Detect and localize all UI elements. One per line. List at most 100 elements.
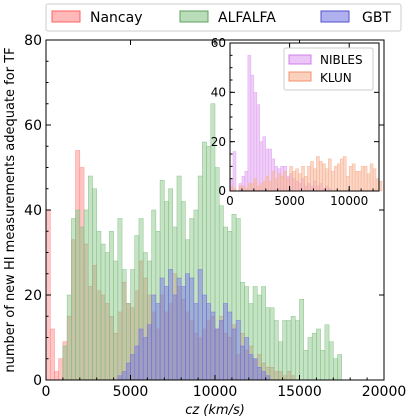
main-plot-area: 0 5000 10000 15000 20000 0 20 40 60 80 — [24, 33, 406, 400]
bar-nancay-2 — [54, 371, 59, 381]
x-tick-label-0: 0 — [226, 194, 234, 208]
bar-gbt-27 — [159, 277, 165, 381]
bar-gbt-24 — [147, 324, 152, 381]
y-tick-label-60: 60 — [211, 36, 226, 50]
bar-klun-9 — [256, 185, 261, 192]
bar-klun-36 — [337, 163, 341, 192]
inset-legend-swatch-nibles — [288, 54, 312, 65]
bar-gbt-35 — [193, 303, 199, 381]
bar-gbt-28 — [164, 286, 169, 381]
legend-swatch-nancay — [51, 10, 81, 23]
bar-klun-33 — [328, 158, 332, 192]
bar-alfalfa-10 — [88, 175, 93, 381]
bar-alfalfa-6 — [71, 218, 76, 381]
bar-alfalfa-65 — [320, 350, 326, 381]
y-tick-label-20: 20 — [24, 288, 42, 304]
legend-swatch-gbt — [320, 10, 350, 23]
bar-nancay-1 — [49, 328, 55, 381]
bar-klun-27 — [310, 161, 314, 192]
bar-alfalfa-67 — [328, 341, 334, 381]
bar-klun-31 — [322, 163, 326, 192]
bar-gbt-48 — [248, 354, 254, 381]
bar-alfalfa-57 — [286, 320, 292, 381]
bar-gbt-19 — [126, 362, 131, 381]
bar-alfalfa-58 — [290, 316, 296, 381]
bar-klun-18 — [283, 171, 287, 192]
bar-gbt-39 — [210, 311, 216, 381]
bar-alfalfa-15 — [109, 231, 114, 381]
bar-klun-29 — [316, 156, 320, 192]
bar-alfalfa-61 — [303, 350, 309, 381]
bar-klun-16 — [277, 173, 281, 192]
main-axes-frame — [45, 39, 385, 381]
bar-nibles-9 — [256, 104, 261, 192]
bar-klun-6 — [247, 183, 252, 192]
bar-klun-46 — [366, 173, 371, 192]
bar-gbt-36 — [197, 269, 203, 381]
bar-alfalfa-63 — [311, 333, 317, 381]
bar-nibles-6 — [247, 55, 252, 192]
y-tick-label-0: 0 — [218, 184, 226, 198]
bar-alfalfa-53 — [269, 307, 275, 381]
bar-gbt-38 — [206, 303, 212, 381]
bar-klun-35 — [334, 166, 338, 192]
series-klun — [229, 156, 383, 192]
bar-alfalfa-64 — [316, 328, 321, 381]
bar-gbt-45 — [235, 320, 241, 381]
bar-alfalfa-51 — [261, 286, 266, 381]
bar-gbt-41 — [218, 320, 224, 381]
x-tick-label-5000: 5000 — [113, 384, 149, 400]
bar-alfalfa-56 — [282, 320, 288, 381]
legend-label-gbt: GBT — [362, 10, 391, 26]
bar-gbt-46 — [240, 345, 245, 381]
bar-alfalfa-14 — [104, 252, 110, 381]
bar-gbt-18 — [121, 371, 127, 381]
bar-klun-34 — [331, 171, 335, 192]
bar-klun-21 — [292, 171, 296, 192]
bar-gbt-51 — [261, 371, 266, 381]
bar-alfalfa-60 — [299, 299, 304, 381]
bar-klun-26 — [307, 166, 311, 192]
bar-klun-17 — [280, 175, 284, 192]
x-tick-label-15000: 15000 — [277, 384, 322, 400]
bar-gbt-43 — [227, 311, 233, 381]
y-tick-label-80: 80 — [24, 33, 42, 49]
bar-gbt-21 — [134, 345, 140, 381]
bar-alfalfa-16 — [113, 260, 119, 381]
bar-alfalfa-62 — [307, 337, 313, 381]
bar-gbt-34 — [189, 277, 195, 381]
inset-legend-swatch-klun — [288, 71, 312, 82]
bar-alfalfa-55 — [278, 341, 283, 381]
bar-gbt-20 — [130, 354, 135, 381]
bar-nibles-7 — [250, 74, 255, 192]
bar-alfalfa-12 — [96, 231, 102, 381]
x-tick-label-10000: 10000 — [193, 384, 238, 400]
legend-label-nancay: Nancay — [90, 10, 143, 26]
legend-frame — [45, 3, 402, 32]
bar-gbt-32 — [180, 286, 186, 381]
bar-gbt-17 — [117, 375, 123, 381]
y-tick-label-40: 40 — [211, 86, 226, 100]
bar-alfalfa-9 — [83, 209, 89, 381]
x-axis-label: cz (km/s) — [185, 403, 245, 418]
bar-nibles-8 — [253, 92, 258, 192]
bar-klun-13 — [268, 180, 272, 192]
x-tick-label-10000: 10000 — [330, 194, 368, 208]
bar-klun-44 — [360, 166, 365, 192]
legend-swatch-alfalfa — [179, 10, 209, 23]
bar-gbt-31 — [176, 277, 182, 381]
inset-ticks: 0 5000 10000 0 20 40 60 — [211, 36, 379, 208]
bar-klun-42 — [354, 171, 359, 192]
bar-klun-41 — [351, 163, 356, 192]
legend: Nancay ALFALFA GBT — [45, 3, 402, 32]
bar-alfalfa-66 — [324, 324, 330, 381]
bar-alfalfa-13 — [100, 243, 106, 381]
bar-klun-24 — [301, 166, 305, 192]
y-tick-label-20: 20 — [211, 135, 226, 149]
bar-gbt-26 — [155, 303, 161, 381]
bar-nibles-5 — [244, 171, 249, 192]
y-tick-label-40: 40 — [24, 203, 42, 219]
inset-plot-area: 0 5000 10000 0 20 40 60 NIBLES KLUN — [211, 36, 383, 208]
bar-klun-28 — [313, 168, 317, 192]
